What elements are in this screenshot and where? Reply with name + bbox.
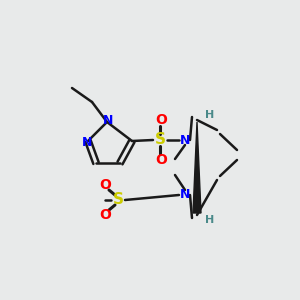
Text: S: S (112, 193, 124, 208)
Text: H: H (205, 110, 214, 120)
Text: O: O (99, 208, 111, 222)
Text: H: H (205, 215, 214, 225)
Text: S: S (154, 133, 166, 148)
Text: O: O (99, 178, 111, 192)
Text: N: N (180, 188, 190, 202)
Polygon shape (193, 122, 201, 213)
Text: N: N (103, 115, 113, 128)
Text: O: O (155, 153, 167, 167)
Text: O: O (155, 113, 167, 127)
Text: N: N (82, 136, 92, 148)
Text: N: N (180, 134, 190, 146)
